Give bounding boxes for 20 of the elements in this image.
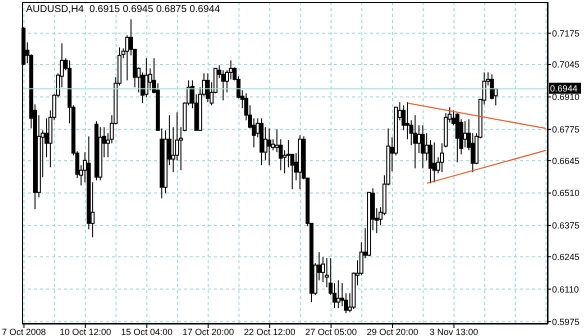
y-tick-label: 0.7045 xyxy=(552,60,580,70)
y-tick-label: 0.6510 xyxy=(552,188,580,198)
x-tick-label: 7 Oct 2008 xyxy=(2,327,46,336)
y-tick-label: 0.6375 xyxy=(552,220,580,231)
x-tick-label: 3 Nov 13:00 xyxy=(430,327,478,336)
x-tick-label: 10 Oct 12:00 xyxy=(60,327,112,336)
y-tick-label: 0.5975 xyxy=(552,316,580,327)
x-tick-label: 22 Oct 12:00 xyxy=(244,327,296,336)
chart-title: AUDUSD,H4 0.6915 0.6945 0.6875 0.6944 xyxy=(26,4,220,15)
y-tick-label: 0.6245 xyxy=(552,252,580,262)
y-tick-label: 0.6775 xyxy=(552,124,580,135)
ref-line-label: 0.6944 xyxy=(550,84,578,94)
y-tick-label: 0.6645 xyxy=(552,156,580,166)
y-tick-label: 0.7175 xyxy=(552,28,580,38)
x-tick-label: 27 Oct 05:00 xyxy=(305,327,357,336)
x-tick-label: 17 Oct 20:00 xyxy=(182,327,234,336)
y-tick-label: 0.6910 xyxy=(552,92,580,102)
x-tick-label: 15 Oct 04:00 xyxy=(121,327,173,336)
y-tick-label: 0.6110 xyxy=(552,284,579,294)
x-tick-label: 29 Oct 20:00 xyxy=(366,327,418,336)
